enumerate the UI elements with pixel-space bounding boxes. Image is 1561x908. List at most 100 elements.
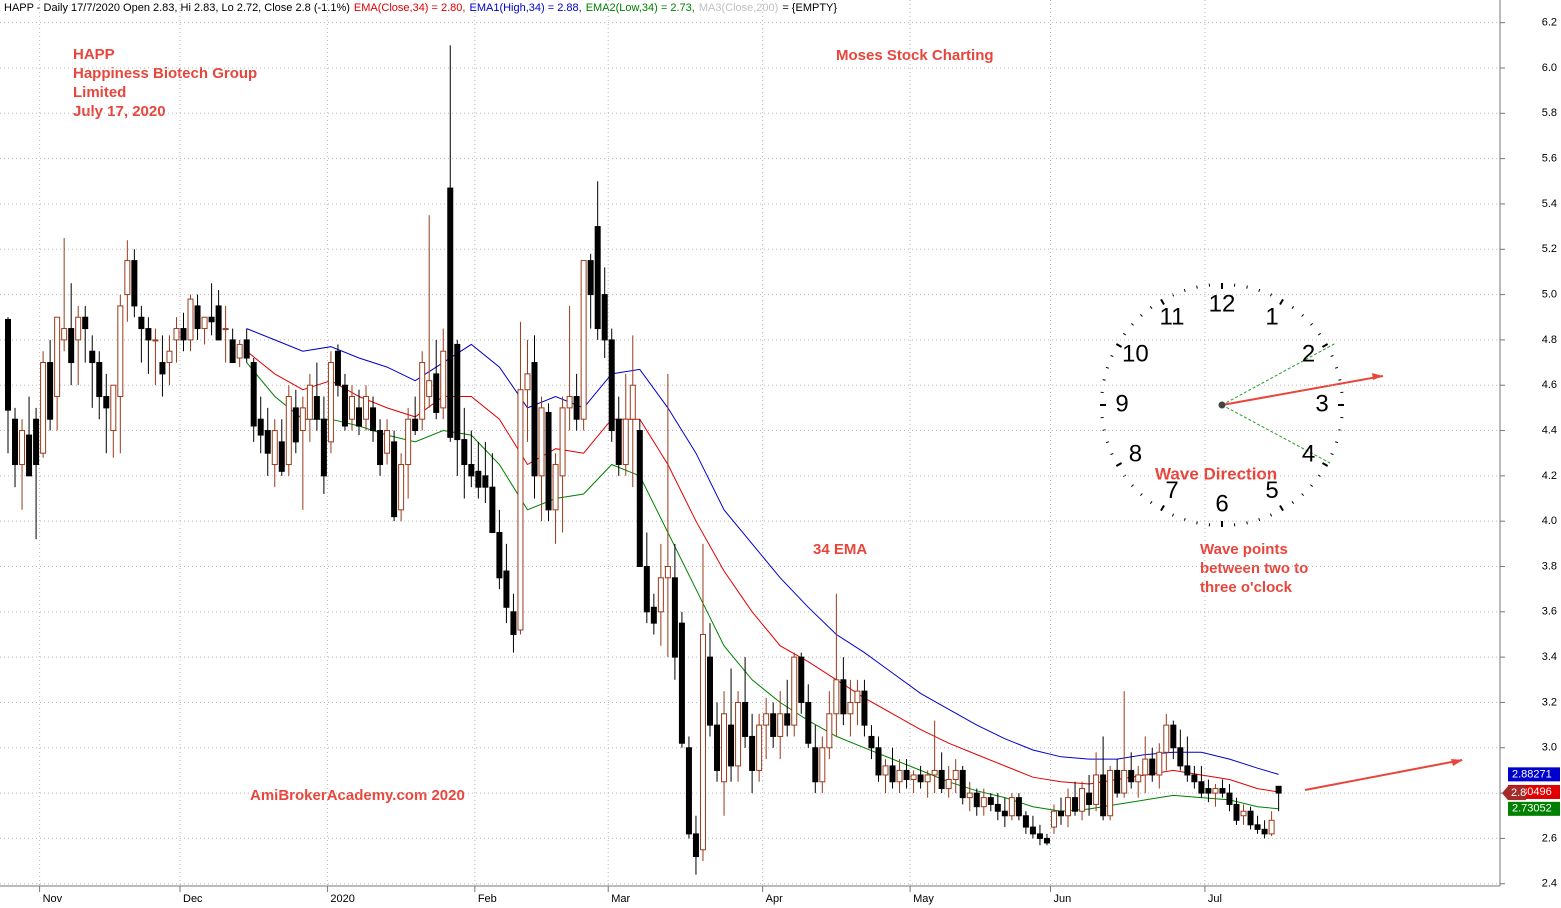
y-tick-label: 5.8 [1542,107,1557,119]
y-tick-label: 5.0 [1542,288,1557,300]
candle-body [952,769,959,780]
y-tick-label: 3.4 [1542,651,1557,663]
clock-tick [1131,484,1134,488]
site: AmiBrokerAcademy.com 2020 [250,787,465,804]
header-part: MA3(Close,200) [699,2,778,14]
clock-tick [1102,379,1106,381]
candle-body [1275,785,1282,794]
clock-number: 4 [1302,440,1315,467]
candle-body [749,735,756,771]
candle-body [1086,792,1093,805]
x-tick-label: May [913,893,934,905]
candle-body [756,724,763,771]
arrow-head [1451,759,1463,766]
candle-body [1079,788,1086,812]
candle-body [777,713,784,737]
candle-body [896,769,903,783]
candle-body [1261,828,1268,835]
candle-body [980,797,987,808]
candle-body [250,362,257,427]
candle-body [552,464,559,511]
candle-body [1247,810,1254,826]
candle-body [1240,810,1247,817]
y-tick-label: 6.2 [1542,17,1557,29]
candle-body [917,774,924,783]
candle-body [1170,724,1177,749]
candle-body [363,396,370,420]
candle-body [398,464,405,511]
y-tick-label: 5.2 [1542,243,1557,255]
candle-body [826,713,833,749]
candle-body [1254,824,1261,830]
candle-body [664,565,671,579]
candle-body [742,701,749,737]
candle-body [159,362,166,375]
candle-body [152,339,159,342]
candle-body [419,362,426,420]
candle-body [54,316,61,398]
clock-number: 6 [1215,490,1228,517]
candle-body [1029,826,1036,835]
candle-body [405,418,412,466]
candle-body [854,690,861,703]
candle-body [615,418,622,466]
clock-tick [1171,513,1175,517]
candle-body [1043,837,1050,844]
candle-body [791,656,798,726]
candle-body [545,411,552,511]
candle-body [1093,774,1100,805]
clock-tick [1321,343,1329,348]
candle-body [292,407,299,443]
candle-body [833,679,840,715]
candle-body [503,570,510,608]
candle-body [1142,758,1149,776]
candle-body [475,470,482,488]
clock-tick [1321,462,1329,467]
clock-tick [1330,354,1334,358]
close-tag-label: 2.8 [1511,787,1526,799]
clock-tick [1196,285,1198,289]
candle-body [566,396,573,409]
candle-body [180,328,187,341]
candle-body [882,765,889,776]
candle-body [1114,769,1121,794]
candle-body [945,778,952,790]
clock-hand [1221,342,1337,406]
candle-body [938,769,945,790]
clock-number: 1 [1265,304,1278,331]
candle-body [1205,788,1212,794]
candle-body [728,724,735,767]
clock-hand [1221,404,1331,464]
clock-tick [1123,332,1127,336]
clock-tick [1317,474,1321,478]
clock-tick [1279,504,1284,512]
candle-body [306,384,313,420]
clock-tick [1310,322,1313,326]
close-tag-arrow [1502,786,1508,801]
candle-body [243,339,250,359]
candle-body [320,418,327,477]
note: Wave points [1200,541,1288,558]
candle-body [285,396,292,466]
x-tick-label: Feb [478,893,497,905]
candle-body [257,418,264,436]
candle-body [910,774,917,780]
candle-body [377,430,384,466]
candle-body [26,434,33,477]
clock-tick [1269,293,1273,297]
company: Limited [73,84,126,101]
clock-tick [1115,343,1123,348]
clock-caption: Wave Direction [1155,464,1277,483]
date: July 17, 2020 [73,103,166,120]
clock-number: 2 [1302,340,1315,367]
candle-body [812,747,819,783]
header-part: = {EMPTY} [782,2,837,14]
candle-body [145,328,152,341]
candle-body [1107,769,1114,817]
candle-body [236,343,243,359]
candle-body [1198,781,1205,794]
candle-body [903,769,910,780]
header-part: EMA(Close,34) = 2.80, [354,2,466,14]
candle-body [482,475,489,488]
